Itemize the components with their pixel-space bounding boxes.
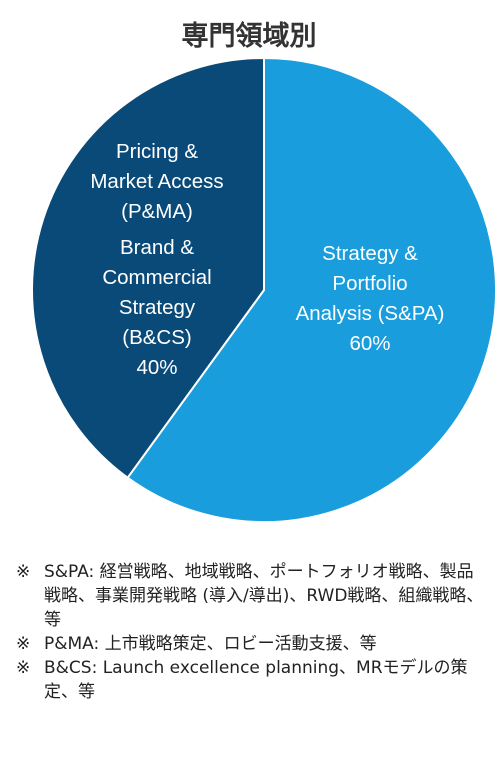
slice-label-bcs_pma: Commercial — [102, 266, 211, 289]
note-mark: ※ — [16, 634, 31, 654]
slice-label-bcs_pma: Strategy — [119, 296, 196, 319]
slice-label-bcs_pma: (P&MA) — [121, 200, 193, 223]
chart-title: 専門領域別 — [181, 21, 317, 52]
note-text: B&CS: Launch excellence planning、MRモデルの策… — [44, 658, 468, 702]
pie-slice-spa — [126, 56, 497, 523]
slice-label-spa: Analysis (S&PA) — [296, 302, 445, 325]
slice-label-bcs_pma: Pricing & — [116, 140, 198, 163]
slice-label-spa: Strategy & — [322, 242, 418, 265]
note-bcs: ※ B&CS: Launch excellence planning、MRモデル… — [16, 656, 486, 704]
note-text: S&PA: 経営戦略、地域戦略、ポートフォリオ戦略、製品戦略、事業開発戦略 (導… — [44, 562, 484, 630]
slice-label-spa: 60% — [349, 332, 390, 355]
slice-label-bcs_pma: Market Access — [90, 170, 223, 193]
pie-chart: Strategy & Portfolio Analysis (S&PA) 60% Pri… — [31, 56, 497, 523]
slice-label-spa: Portfolio — [332, 272, 407, 295]
slice-label-bcs_pma: (B&CS) — [122, 326, 191, 349]
note-mark: ※ — [16, 658, 31, 678]
slice-label-bcs_pma: 40% — [136, 356, 177, 379]
note-text: P&MA: 上市戦略策定、ロビー活動支援、等 — [44, 634, 377, 654]
note-pma: ※ P&MA: 上市戦略策定、ロビー活動支援、等 — [16, 632, 486, 656]
slice-label-bcs_pma: Brand & — [120, 236, 194, 259]
note-spa: ※ S&PA: 経営戦略、地域戦略、ポートフォリオ戦略、製品戦略、事業開発戦略 … — [16, 560, 486, 632]
notes-section: ※ S&PA: 経営戦略、地域戦略、ポートフォリオ戦略、製品戦略、事業開発戦略 … — [16, 560, 486, 704]
note-mark: ※ — [16, 562, 31, 582]
pie-slice-bcs_pma — [31, 56, 265, 480]
